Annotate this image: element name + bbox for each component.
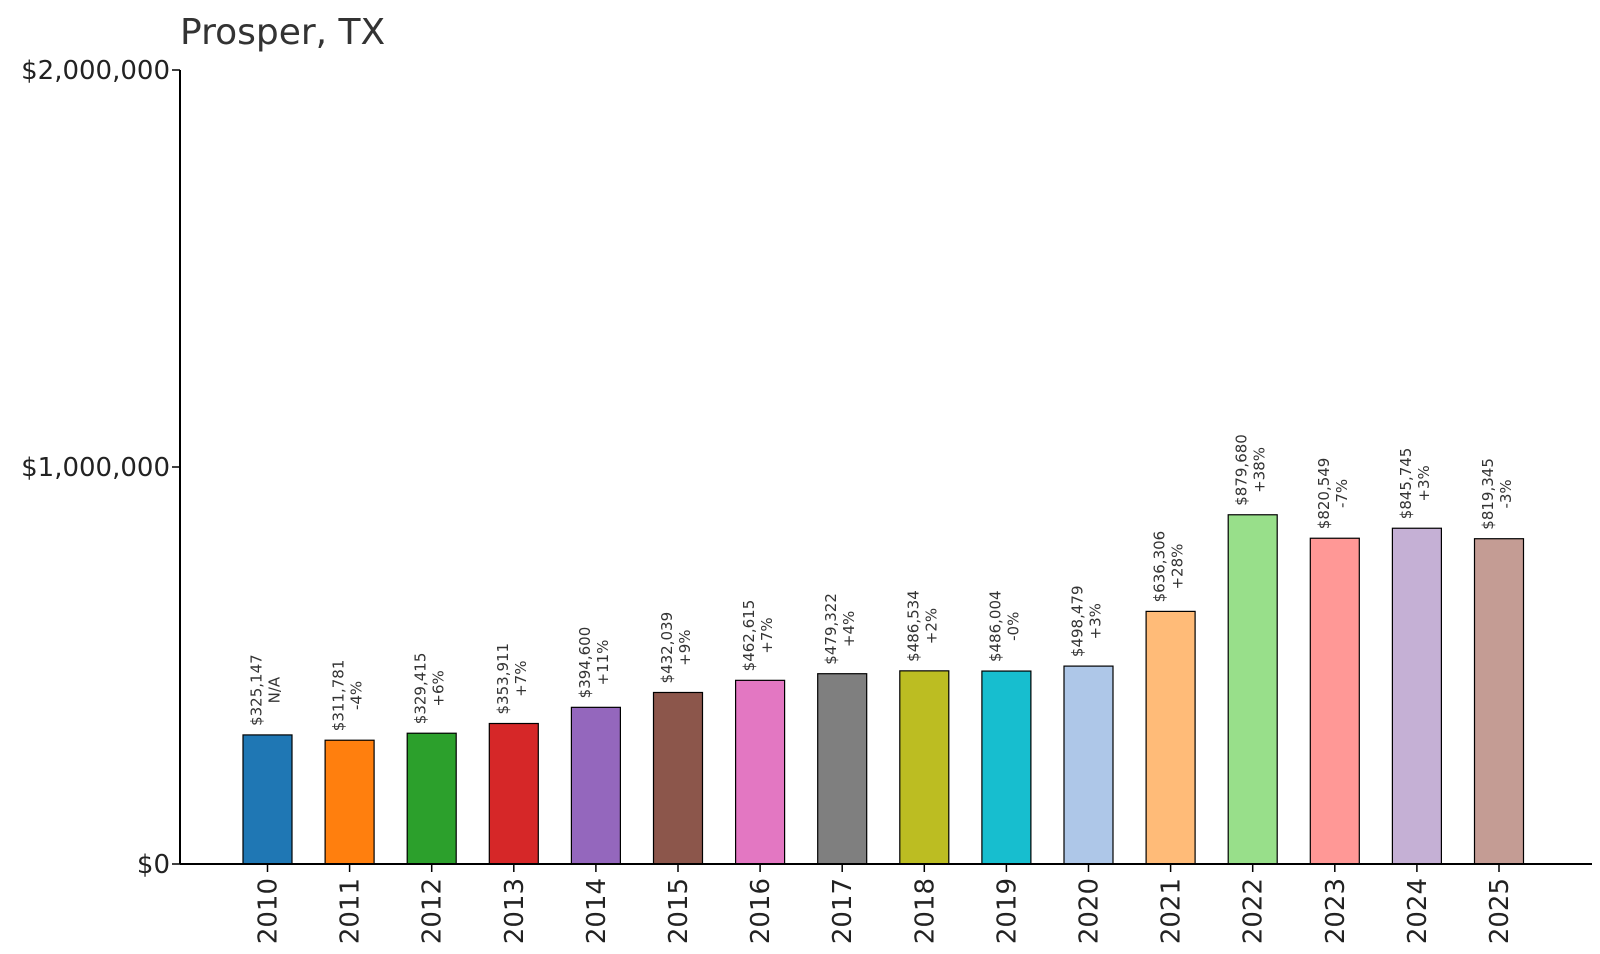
bar-2010	[242, 734, 293, 865]
bar-change-text: +9%	[676, 629, 694, 665]
bar-change-text: N/A	[266, 676, 284, 703]
x-tick-label-2013: 2013	[500, 878, 530, 944]
x-tick-label-2014: 2014	[582, 878, 612, 944]
bar-value-label-2019: $486,004-0%	[986, 590, 1022, 662]
chart-title: Prosper, TX	[180, 12, 385, 53]
bar-change-text: +28%	[1169, 544, 1187, 590]
x-tick-label-2021: 2021	[1157, 878, 1187, 944]
bar-2020	[1063, 665, 1114, 865]
bar-value-text: $486,004	[986, 590, 1004, 662]
x-tick-label-2020: 2020	[1075, 878, 1105, 944]
bar-2012	[406, 732, 457, 865]
x-tick-label-2010: 2010	[254, 878, 284, 944]
bar-value-label-2010: $325,147N/A	[248, 654, 284, 726]
bar-value-text: $394,600	[576, 627, 594, 699]
bar-value-text: $353,911	[494, 643, 512, 715]
bar-value-text: $486,534	[904, 590, 922, 662]
x-tick-label-2022: 2022	[1239, 878, 1269, 944]
x-tick-label-2019: 2019	[992, 878, 1022, 944]
bar-value-text: $820,549	[1315, 458, 1333, 530]
bar-value-text: $819,345	[1479, 458, 1497, 530]
x-tick-label-2016: 2016	[746, 878, 776, 944]
x-tick-label-2012: 2012	[418, 878, 448, 944]
bar-change-text: +3%	[1415, 465, 1433, 501]
bar-value-text: $432,039	[658, 612, 676, 684]
bar-value-text: $479,322	[822, 593, 840, 665]
bar-value-label-2021: $636,306+28%	[1151, 531, 1187, 603]
x-tick-label-2015: 2015	[664, 878, 694, 944]
bar-change-text: +6%	[430, 670, 448, 706]
bar-change-text: -0%	[1004, 612, 1022, 641]
bar-value-label-2015: $432,039+9%	[658, 612, 694, 684]
bar-value-text: $325,147	[248, 654, 266, 726]
bar-value-label-2025: $819,345-3%	[1479, 458, 1515, 530]
bar-value-label-2020: $498,479+3%	[1069, 586, 1105, 658]
bar-change-text: -4%	[348, 681, 366, 710]
bar-2023	[1309, 537, 1360, 865]
bars-group	[242, 514, 1525, 865]
bar-value-text: $462,615	[740, 600, 758, 672]
bar-2011	[324, 739, 375, 865]
x-tick-label-2025: 2025	[1485, 878, 1515, 944]
bar-2015	[652, 691, 704, 865]
bar-value-text: $879,680	[1233, 434, 1251, 506]
bar-value-label-2022: $879,680+38%	[1233, 434, 1269, 506]
bar-value-label-2014: $394,600+11%	[576, 627, 612, 699]
y-tick-label: $0	[137, 850, 170, 880]
bar-value-text: $311,781	[330, 660, 348, 732]
bar-change-text: +7%	[758, 617, 776, 653]
bar-2025	[1473, 538, 1525, 865]
bar-change-text: +7%	[512, 661, 530, 697]
bar-value-label-2012: $329,415+6%	[412, 653, 448, 725]
x-tick-label-2017: 2017	[828, 878, 858, 944]
x-tick-label-2018: 2018	[910, 878, 940, 944]
bar-value-label-2023: $820,549-7%	[1315, 458, 1351, 530]
bar-value-label-2013: $353,911+7%	[494, 643, 530, 715]
bar-change-text: -7%	[1333, 479, 1351, 508]
bar-2017	[817, 673, 868, 865]
bar-2018	[899, 670, 950, 865]
x-tick-label-2011: 2011	[336, 878, 366, 944]
bar-value-text: $498,479	[1069, 586, 1087, 658]
axes-group: $0 $1,000,000 $2,000,000 2010 2011 2012 2013 20…	[21, 56, 1592, 944]
bar-2019	[981, 670, 1032, 865]
bar-change-text: +2%	[922, 608, 940, 644]
bar-value-label-2017: $479,322+4%	[822, 593, 858, 665]
bar-value-label-2018: $486,534+2%	[904, 590, 940, 662]
bar-labels-group: $325,147N/A $311,781-4% $329,415+6% $353,91…	[248, 434, 1516, 731]
bar-value-label-2011: $311,781-4%	[330, 660, 366, 732]
bar-change-text: +11%	[594, 640, 612, 686]
x-tick-label-2023: 2023	[1321, 878, 1351, 944]
bar-value-label-2016: $462,615+7%	[740, 600, 776, 672]
bar-2014	[570, 706, 622, 865]
bar-value-text: $845,745	[1397, 448, 1415, 520]
bar-change-text: -3%	[1497, 479, 1515, 508]
y-tick-label: $2,000,000	[21, 56, 170, 86]
y-tick-label: $1,000,000	[21, 453, 170, 483]
bar-change-text: +4%	[840, 611, 858, 647]
bar-value-label-2024: $845,745+3%	[1397, 448, 1433, 520]
bar-2022	[1227, 514, 1278, 865]
bar-value-text: $329,415	[412, 653, 430, 725]
bar-change-text: +38%	[1251, 447, 1269, 493]
bar-change-text: +3%	[1087, 603, 1105, 639]
bar-2021	[1145, 610, 1196, 865]
bar-2013	[488, 722, 539, 865]
x-tick-label-2024: 2024	[1403, 878, 1433, 944]
bar-value-text: $636,306	[1151, 531, 1169, 603]
bar-2016	[734, 679, 786, 865]
bar-2024	[1391, 527, 1443, 865]
